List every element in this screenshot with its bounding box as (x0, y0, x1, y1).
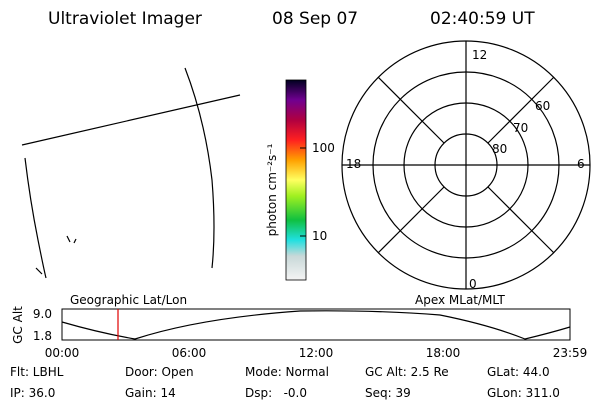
info-panel: Flt: LBHL Door: Open Mode: Normal GC Alt: 2… (10, 365, 560, 400)
coast-line (35, 267, 43, 275)
colorbar-tick-label: 100 (312, 141, 335, 155)
mlat-mlt-label: Apex MLat/MLT (415, 293, 505, 307)
polar-grid (341, 40, 591, 290)
info-field: GLat: 44.0 (487, 365, 550, 379)
coast-line (66, 235, 77, 244)
coast-line (21, 94, 241, 146)
x-tick-label: 00:00 (45, 346, 80, 360)
x-tick-label: 23:59 (553, 346, 588, 360)
altitude-frame (61, 308, 571, 341)
mlt-line (377, 186, 445, 254)
info-field: Dsp: -0.0 (245, 386, 307, 400)
info-field: IP: 36.0 (10, 386, 55, 400)
title: Ultraviolet Imager (48, 9, 202, 29)
mlt-label: 18 (346, 157, 361, 171)
mlt-line (487, 186, 555, 254)
info-field: Flt: LBHL (10, 365, 64, 379)
altitude-curve (61, 310, 571, 340)
coast-line (184, 67, 215, 269)
altitude-axis-label: GC Alt (11, 306, 25, 344)
info-field: Seq: 39 (365, 386, 411, 400)
lat-label: 60 (535, 99, 550, 113)
info-field: GC Alt: 2.5 Re (365, 365, 449, 379)
date: 08 Sep 07 (272, 9, 358, 29)
y-tick-label: 1.8 (33, 329, 52, 343)
x-tick-label: 06:00 (172, 346, 207, 360)
time: 02:40:59 UT (430, 9, 535, 29)
map-lines (21, 67, 241, 279)
mlt-line (377, 76, 445, 144)
mlt-label: 0 (469, 277, 477, 291)
mlt-label: 12 (472, 48, 487, 62)
lat-label: 70 (513, 121, 528, 135)
lat-lon-label: Geographic Lat/Lon (70, 293, 187, 307)
colorbar-label: photon cm⁻²s⁻¹ (265, 143, 279, 236)
info-field: Mode: Normal (245, 365, 329, 379)
coast-line (24, 157, 47, 279)
x-tick-label: 12:00 (299, 346, 334, 360)
colorbar-tick-label: 10 (312, 229, 327, 243)
mlt-label: 6 (577, 157, 585, 171)
info-field: Gain: 14 (125, 386, 176, 400)
y-tick-label: 9.0 (33, 307, 52, 321)
lat-label: 80 (492, 142, 507, 156)
info-field: Door: Open (125, 365, 194, 379)
mlt-line (487, 76, 555, 144)
x-tick-label: 18:00 (426, 346, 461, 360)
colorbar (285, 79, 307, 281)
info-field: GLon: 311.0 (487, 386, 560, 400)
